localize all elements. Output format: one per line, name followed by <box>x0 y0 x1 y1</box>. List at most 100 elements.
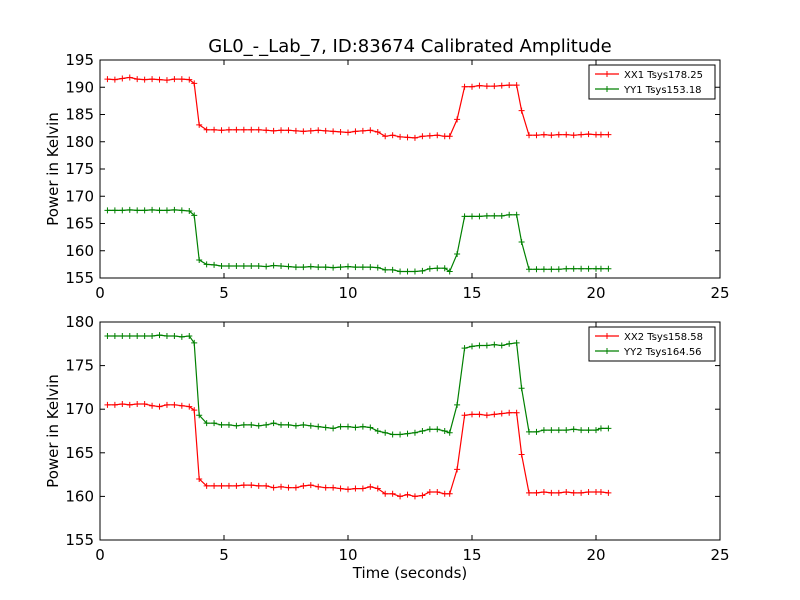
data-point-marker <box>382 490 389 497</box>
data-point-marker <box>104 76 111 83</box>
data-point-marker <box>278 127 285 134</box>
y-axis-label: Power in Kelvin <box>44 112 62 226</box>
data-point-marker <box>285 421 292 428</box>
data-point-marker <box>211 261 218 268</box>
data-point-marker <box>126 332 133 339</box>
data-point-marker <box>540 266 547 273</box>
data-point-marker <box>104 401 111 408</box>
x-tick-label: 0 <box>95 284 105 302</box>
data-point-marker <box>156 403 163 410</box>
data-point-marker <box>263 482 270 489</box>
data-point-marker <box>300 482 307 489</box>
data-point-marker <box>322 484 329 491</box>
data-point-marker <box>196 121 203 128</box>
data-point-marker <box>382 133 389 140</box>
data-point-marker <box>178 402 185 409</box>
x-tick-label: 10 <box>338 546 357 564</box>
data-point-marker <box>285 263 292 270</box>
data-point-marker <box>605 265 612 272</box>
data-point-marker <box>233 422 240 429</box>
data-point-marker <box>163 401 170 408</box>
x-tick-label: 5 <box>219 546 229 564</box>
data-point-marker <box>352 128 359 135</box>
data-point-marker <box>270 420 277 427</box>
data-point-marker <box>248 263 255 270</box>
data-point-marker <box>389 431 396 438</box>
data-point-marker <box>441 428 448 434</box>
data-point-marker <box>126 74 133 81</box>
data-point-marker <box>555 266 562 273</box>
data-point-marker <box>526 132 533 139</box>
data-point-marker <box>255 482 262 489</box>
data-point-marker <box>330 425 337 432</box>
data-point-marker <box>426 265 433 272</box>
data-point-marker <box>454 251 461 258</box>
data-point-marker <box>111 207 118 214</box>
data-point-marker <box>426 132 433 139</box>
data-point-marker <box>156 332 163 339</box>
data-point-marker <box>526 489 533 496</box>
data-point-marker <box>111 332 118 339</box>
data-point-marker <box>374 428 381 434</box>
data-point-marker <box>134 400 141 407</box>
data-point-marker <box>518 107 525 114</box>
data-point-marker <box>548 132 555 139</box>
data-point-marker <box>134 76 141 83</box>
data-point-marker <box>491 411 498 418</box>
data-point-marker <box>111 76 118 83</box>
legend-label: XX2 Tsys158.58 <box>624 332 703 343</box>
data-point-marker <box>337 423 344 430</box>
data-point-marker <box>345 423 351 430</box>
data-point-marker <box>374 128 381 135</box>
data-point-marker <box>149 206 156 213</box>
data-point-marker <box>476 411 483 418</box>
data-point-marker <box>513 409 520 416</box>
data-point-marker <box>345 486 351 493</box>
data-point-marker <box>548 427 555 434</box>
legend-marker <box>604 333 610 339</box>
series-line-0-1 <box>107 209 609 273</box>
data-point-marker <box>374 485 381 492</box>
data-point-marker <box>263 263 270 270</box>
data-point-marker <box>233 126 240 133</box>
bottom-plot: 0 5 10 15 20 25 155 160 165 170 175 180 Power in Kel… <box>44 313 730 582</box>
data-point-marker <box>300 421 307 428</box>
data-point-marker <box>469 411 475 418</box>
data-point-marker <box>203 126 210 133</box>
data-point-marker <box>218 421 225 428</box>
data-point-marker <box>218 127 225 134</box>
data-point-marker <box>419 267 426 274</box>
data-point-marker <box>141 207 148 214</box>
data-point-marker <box>149 402 156 409</box>
data-point-marker <box>367 127 374 134</box>
data-point-marker <box>278 263 285 270</box>
data-point-marker <box>367 424 374 431</box>
data-point-marker <box>141 76 148 83</box>
data-point-marker <box>513 82 520 89</box>
data-point-marker <box>359 485 366 492</box>
data-point-marker <box>240 263 247 270</box>
x-tick-label: 10 <box>338 284 357 302</box>
data-point-marker <box>446 268 453 275</box>
data-point-marker <box>171 206 178 213</box>
legend-marker <box>604 348 610 354</box>
data-point-marker <box>163 207 170 214</box>
data-point-marker <box>404 430 411 437</box>
data-point-marker <box>454 116 461 123</box>
data-point-marker <box>419 492 426 499</box>
data-point-marker <box>461 345 468 352</box>
data-point-marker <box>476 342 483 349</box>
data-point-marker <box>434 489 441 496</box>
data-point-marker <box>263 127 270 134</box>
data-point-marker <box>548 266 555 273</box>
data-point-marker <box>191 407 198 414</box>
data-point-marker <box>404 491 411 498</box>
y-tick-label: 165 <box>65 444 94 462</box>
data-point-marker <box>397 133 404 140</box>
data-point-marker <box>119 332 126 339</box>
data-point-marker <box>322 127 329 134</box>
data-point-marker <box>374 264 381 271</box>
data-point-marker <box>419 428 426 434</box>
data-point-marker <box>555 427 562 434</box>
data-point-marker <box>337 485 344 492</box>
